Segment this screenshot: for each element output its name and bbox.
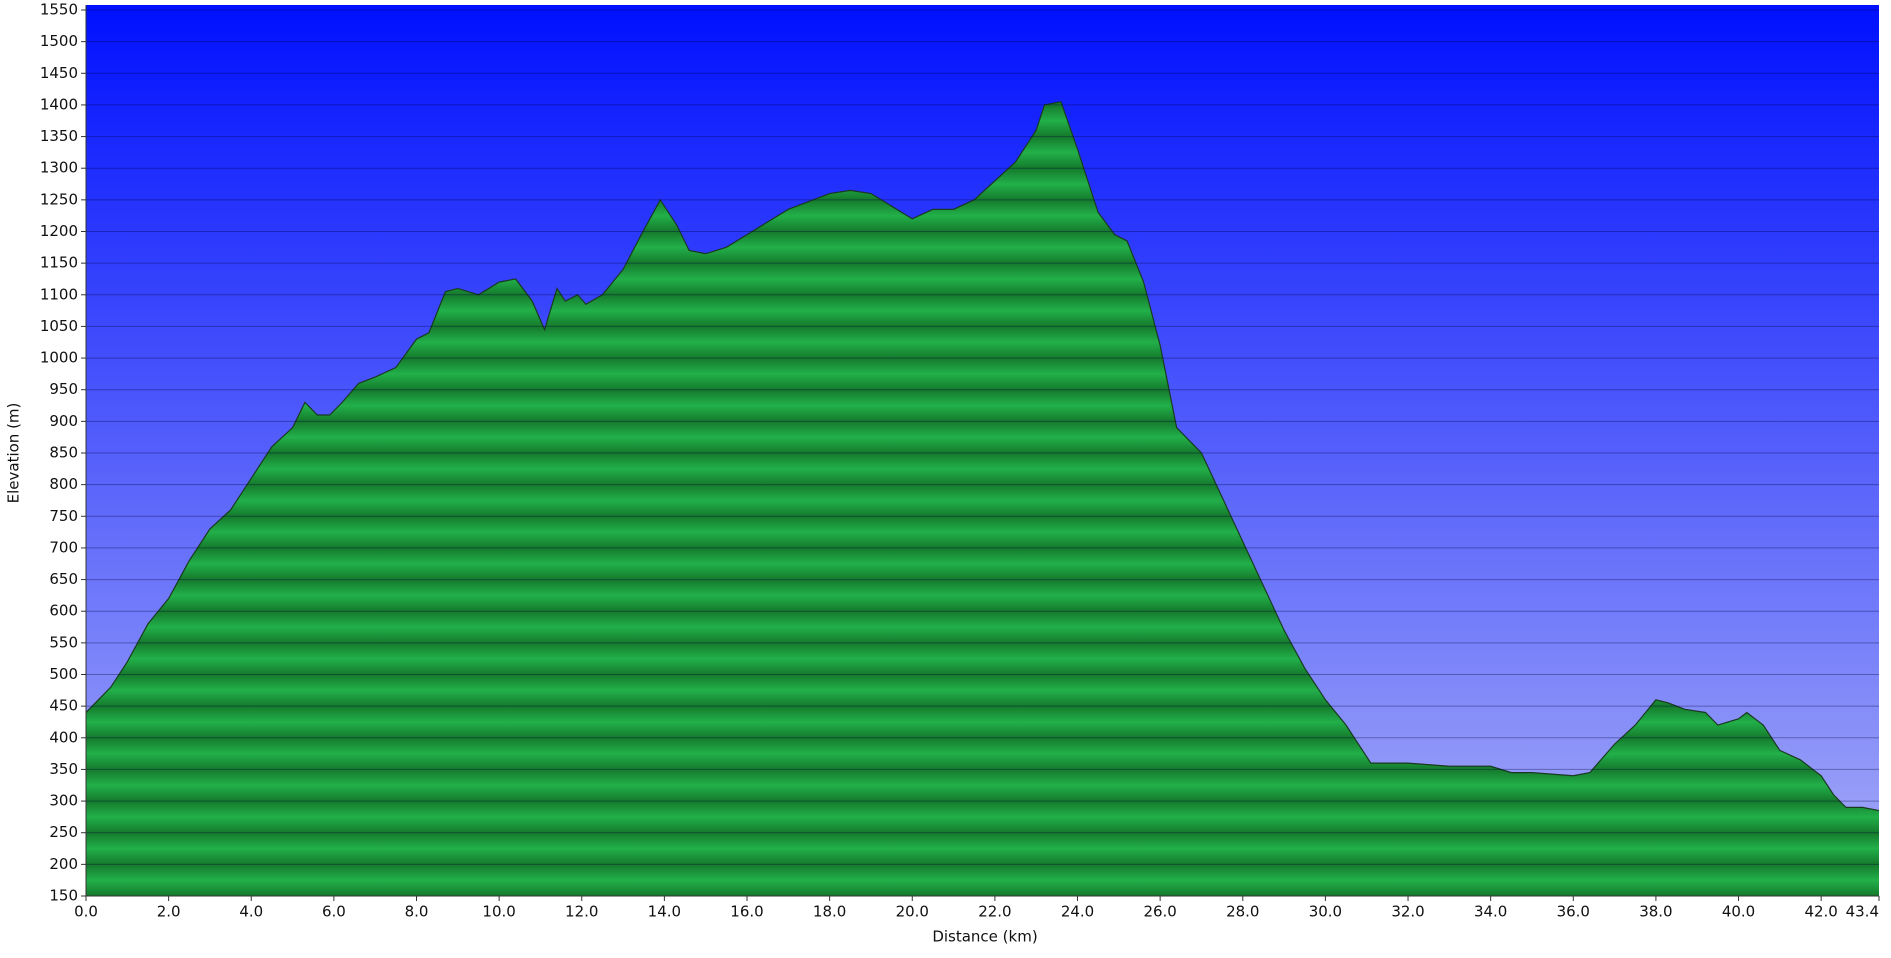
y-tick-label: 550 bbox=[49, 633, 78, 651]
x-tick-label: 2.0 bbox=[157, 903, 181, 921]
x-tick-label: 8.0 bbox=[405, 903, 429, 921]
x-tick-label: 4.0 bbox=[239, 903, 263, 921]
x-tick-label: 20.0 bbox=[896, 903, 929, 921]
y-axis-title: Elevation (m) bbox=[5, 403, 23, 504]
y-tick-label: 850 bbox=[49, 444, 78, 462]
y-tick-label: 750 bbox=[49, 507, 78, 525]
y-tick-label: 1200 bbox=[40, 222, 78, 240]
y-tick-label: 500 bbox=[49, 665, 78, 683]
y-tick-label: 950 bbox=[49, 380, 78, 398]
x-tick-label: 43.4 bbox=[1846, 903, 1879, 921]
y-tick-label: 250 bbox=[49, 823, 78, 841]
y-tick-label: 900 bbox=[49, 412, 78, 430]
y-tick-label: 450 bbox=[49, 697, 78, 715]
y-tick-label: 1000 bbox=[40, 349, 78, 367]
y-tick-label: 650 bbox=[49, 570, 78, 588]
x-tick-label: 24.0 bbox=[1061, 903, 1094, 921]
x-tick-label: 6.0 bbox=[322, 903, 346, 921]
x-tick-label: 40.0 bbox=[1722, 903, 1755, 921]
y-tick-label: 300 bbox=[49, 792, 78, 810]
y-tick-label: 1100 bbox=[40, 285, 78, 303]
y-tick-label: 800 bbox=[49, 475, 78, 493]
x-tick-label: 22.0 bbox=[978, 903, 1011, 921]
x-tick-label: 12.0 bbox=[565, 903, 598, 921]
x-tick-label: 42.0 bbox=[1804, 903, 1837, 921]
y-tick-label: 1450 bbox=[40, 64, 78, 82]
y-tick-label: 1500 bbox=[40, 32, 78, 50]
y-tick-label: 1550 bbox=[40, 1, 78, 19]
y-tick-label: 150 bbox=[49, 887, 78, 905]
y-tick-label: 1250 bbox=[40, 190, 78, 208]
x-tick-label: 26.0 bbox=[1143, 903, 1176, 921]
y-tick-label: 1400 bbox=[40, 95, 78, 113]
elevation-line bbox=[85, 101, 1880, 812]
y-tick-label: 1350 bbox=[40, 127, 78, 145]
x-tick-label: 38.0 bbox=[1639, 903, 1672, 921]
elevation-area bbox=[86, 101, 1879, 896]
x-tick-label: 36.0 bbox=[1557, 903, 1590, 921]
x-tick-label: 0.0 bbox=[74, 903, 98, 921]
x-tick-label: 32.0 bbox=[1391, 903, 1424, 921]
x-tick-label: 14.0 bbox=[648, 903, 681, 921]
x-tick-label: 28.0 bbox=[1226, 903, 1259, 921]
x-tick-label: 30.0 bbox=[1309, 903, 1342, 921]
y-tick-label: 400 bbox=[49, 728, 78, 746]
y-tick-label: 600 bbox=[49, 602, 78, 620]
x-tick-label: 10.0 bbox=[482, 903, 515, 921]
y-tick-label: 1150 bbox=[40, 254, 78, 272]
y-tick-label: 350 bbox=[49, 760, 78, 778]
y-tick-label: 200 bbox=[49, 855, 78, 873]
y-tick-label: 700 bbox=[49, 538, 78, 556]
x-tick-label: 34.0 bbox=[1474, 903, 1507, 921]
y-tick-label: 1050 bbox=[40, 317, 78, 335]
x-tick-label: 16.0 bbox=[730, 903, 763, 921]
y-tick-label: 1300 bbox=[40, 159, 78, 177]
x-axis-title: Distance (km) bbox=[932, 928, 1037, 946]
x-tick-label: 18.0 bbox=[813, 903, 846, 921]
